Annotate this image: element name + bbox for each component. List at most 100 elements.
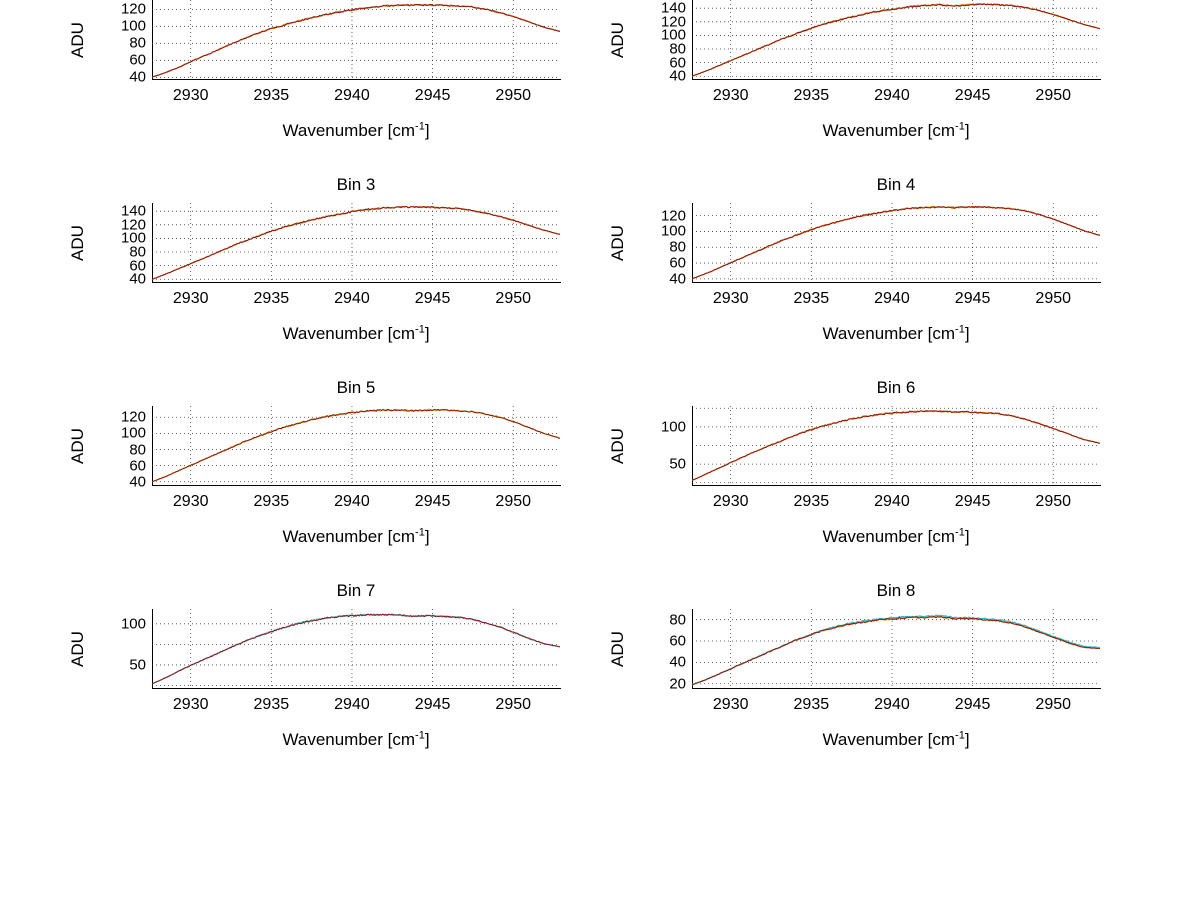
subplot-bin-8: Bin 8 ADU 20 40 60 80 2930 2935 2940 2945 2950 Wave… [540,581,1101,848]
panel-title-bin-4: Bin 4 [876,175,916,194]
panel-title-bin-5: Bin 5 [336,378,376,397]
x-axis-label-main: Wavenumber [cm [822,527,956,546]
x-axis-label-bin-5: Wavenumber [cm-1] [152,527,560,547]
series-spectrum-dark-red [152,4,560,77]
y-tick-label: 40 [129,68,146,86]
x-axis-label-bracket: ] [964,527,970,546]
x-tick-label: 2950 [495,493,532,510]
axes-frame [692,0,1101,80]
y-tick-label: 60 [129,51,146,69]
x-tick-label: 2950 [1035,87,1072,104]
series-spectrum-dark-red [692,616,1100,684]
x-axis-label-exponent: -1 [955,729,965,742]
plot-area-bin-6 [692,406,1100,485]
x-axis-label-main: Wavenumber [cm [822,121,956,140]
y-tick-label: 100 [660,222,686,240]
grid-lines [152,203,560,282]
x-tick-label: 2935 [793,696,830,713]
subplot-bin-1: Bin 1ADU40608010012029302935294029452950… [0,0,561,239]
y-tick-label: 40 [129,270,146,288]
x-axis-label-bin-7: Wavenumber [cm-1] [152,730,560,750]
subplot-bin-3: Bin 3 ADU 40 60 80 100 120 140 2930 2935 2940 2945 2… [0,175,561,442]
x-axis-label-main: Wavenumber [cm [282,527,416,546]
x-axis-label-bracket: ] [964,324,970,343]
x-axis-label-bin-3: Wavenumber [cm-1] [152,324,560,344]
panel-title-bin-6: Bin 6 [876,378,916,397]
x-axis-label-exponent: -1 [415,120,425,133]
y-axis-label-bin-5: ADU [68,427,87,464]
series-spectrum-cyan-overlay [692,615,1100,685]
y-tick-label: 60 [669,254,686,272]
y-tick-label: 100 [120,424,146,442]
x-tick-label: 2950 [495,696,532,713]
y-tick-label: 80 [129,441,146,459]
x-axis-label-bracket: ] [424,527,430,546]
y-tick-label: 80 [669,238,686,256]
axes-frame [152,203,561,283]
grid-lines [692,609,1100,688]
x-tick-label: 2935 [793,290,830,307]
x-axis-label-bin-8: Wavenumber [cm-1] [692,730,1100,750]
plot-area-bin-3 [152,203,560,282]
grid-lines [692,0,1100,79]
y-tick-label: 100 [120,229,146,247]
y-tick-label: 80 [129,243,146,261]
y-axis-label-bin-8: ADU [608,630,627,667]
y-tick-label: 20 [669,675,686,693]
x-axis-label-bracket: ] [424,121,430,140]
x-tick-label: 2950 [495,87,532,104]
x-tick-label: 2945 [414,696,451,713]
y-tick-label: 80 [669,611,686,629]
subplot-bin-4: Bin 4 ADU 40 60 80 100 120 2930 2935 2940 2945 2950… [540,175,1101,442]
axes-frame [692,203,1101,283]
x-axis-label-bracket: ] [424,324,430,343]
y-tick-label: 40 [669,270,686,288]
x-tick-label: 2950 [1035,493,1072,510]
x-axis-label-main: Wavenumber [cm [282,121,416,140]
x-tick-label: 2940 [334,290,370,307]
x-axis-label-exponent: -1 [415,323,425,336]
x-tick-label: 2935 [793,87,830,104]
x-axis-label-bin-1: Wavenumber [cm-1] [152,121,560,141]
plot-area-bin-1 [152,0,560,79]
y-tick-label: 40 [669,67,686,85]
y-tick-label: 60 [669,54,686,72]
y-tick-label: 120 [660,13,686,31]
y-tick-label: 120 [660,207,686,225]
panel-title-bin-8: Bin 8 [876,581,916,600]
x-axis-label-exponent: -1 [955,526,965,539]
plot-area-bin-7 [152,609,560,688]
y-tick-label: 80 [129,34,146,52]
series-spectrum-gold-overlay [692,616,1100,685]
axes-bin-4 [692,203,1101,283]
plot-area-bin-8 [692,609,1100,688]
y-axis-label-bin-7: ADU [68,630,87,667]
x-tick-label: 2940 [874,696,910,713]
series-spectrum-orange-overlay [692,4,1100,77]
series-spectrum-cyan-overlay [152,614,560,684]
x-axis-label-main: Wavenumber [cm [282,730,416,749]
y-tick-label: 140 [660,0,686,17]
x-tick-label: 2930 [712,696,749,713]
y-tick-label: 80 [669,40,686,58]
x-axis-label-bracket: ] [964,730,970,749]
y-tick-label: 50 [669,455,686,473]
x-axis-label-bin-4: Wavenumber [cm-1] [692,324,1100,344]
x-tick-label: 2945 [954,696,991,713]
grid-lines [692,406,1100,485]
plot-area-bin-4 [692,203,1100,282]
y-axis-label-bin-2: ADU [608,21,627,58]
subplot-bin-2: Bin 2ADU40608010012014029302935294029452… [540,0,1101,239]
x-axis-label-bin-6: Wavenumber [cm-1] [692,527,1100,547]
series-spectrum-dark-red [692,4,1100,76]
x-tick-label: 2930 [172,493,209,510]
y-tick-label: 60 [129,457,146,475]
y-tick-label: 40 [669,653,686,671]
x-tick-label: 2940 [334,493,370,510]
x-axis-label-exponent: -1 [955,323,965,336]
x-tick-label: 2935 [253,696,290,713]
y-tick-label: 100 [660,26,686,44]
axes-bin-5 [152,406,561,486]
x-axis-label-main: Wavenumber [cm [822,324,956,343]
y-tick-label: 40 [129,473,146,491]
